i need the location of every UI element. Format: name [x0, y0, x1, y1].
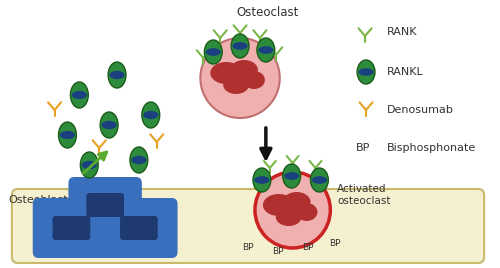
Ellipse shape: [276, 208, 301, 226]
Ellipse shape: [132, 156, 146, 164]
Circle shape: [200, 38, 280, 118]
Ellipse shape: [258, 46, 274, 54]
Circle shape: [255, 172, 330, 248]
Ellipse shape: [296, 203, 318, 221]
Ellipse shape: [58, 122, 76, 148]
FancyBboxPatch shape: [12, 189, 484, 263]
Ellipse shape: [282, 192, 310, 212]
FancyBboxPatch shape: [32, 198, 110, 258]
Ellipse shape: [110, 71, 124, 79]
Text: BP: BP: [330, 240, 341, 248]
Ellipse shape: [230, 60, 258, 80]
Ellipse shape: [257, 38, 275, 62]
Ellipse shape: [72, 91, 87, 99]
Text: RANKL: RANKL: [387, 67, 424, 77]
FancyBboxPatch shape: [52, 216, 90, 240]
Ellipse shape: [243, 71, 265, 89]
Text: Denosumab: Denosumab: [387, 105, 454, 115]
Ellipse shape: [80, 152, 98, 178]
Ellipse shape: [284, 172, 299, 180]
Ellipse shape: [70, 82, 88, 108]
Ellipse shape: [108, 62, 126, 88]
Ellipse shape: [210, 62, 242, 84]
Ellipse shape: [143, 111, 158, 119]
Text: BP: BP: [302, 244, 314, 252]
Ellipse shape: [254, 176, 270, 184]
Ellipse shape: [204, 40, 222, 64]
Text: BP: BP: [242, 244, 254, 252]
Ellipse shape: [357, 60, 375, 84]
Text: BP: BP: [272, 248, 283, 256]
Text: BP: BP: [356, 143, 370, 153]
Text: RANK: RANK: [387, 27, 418, 37]
Ellipse shape: [223, 76, 249, 94]
Ellipse shape: [282, 164, 300, 188]
Ellipse shape: [231, 34, 249, 58]
Ellipse shape: [358, 68, 374, 76]
Ellipse shape: [263, 194, 294, 216]
FancyBboxPatch shape: [68, 177, 142, 233]
Ellipse shape: [310, 168, 328, 192]
Text: Osteoblast: Osteoblast: [8, 195, 68, 205]
Ellipse shape: [82, 161, 97, 169]
Ellipse shape: [100, 112, 118, 138]
Ellipse shape: [232, 42, 248, 50]
Ellipse shape: [142, 102, 160, 128]
Ellipse shape: [60, 131, 75, 139]
Ellipse shape: [130, 147, 148, 173]
Ellipse shape: [206, 48, 221, 56]
Text: Bisphosphonate: Bisphosphonate: [387, 143, 476, 153]
FancyBboxPatch shape: [100, 198, 178, 258]
FancyBboxPatch shape: [120, 216, 158, 240]
Ellipse shape: [102, 121, 116, 129]
Ellipse shape: [253, 168, 271, 192]
Text: Osteoclast: Osteoclast: [236, 6, 299, 18]
FancyBboxPatch shape: [86, 193, 124, 217]
Ellipse shape: [312, 176, 327, 184]
Text: Activated
osteoclast: Activated osteoclast: [338, 184, 391, 206]
